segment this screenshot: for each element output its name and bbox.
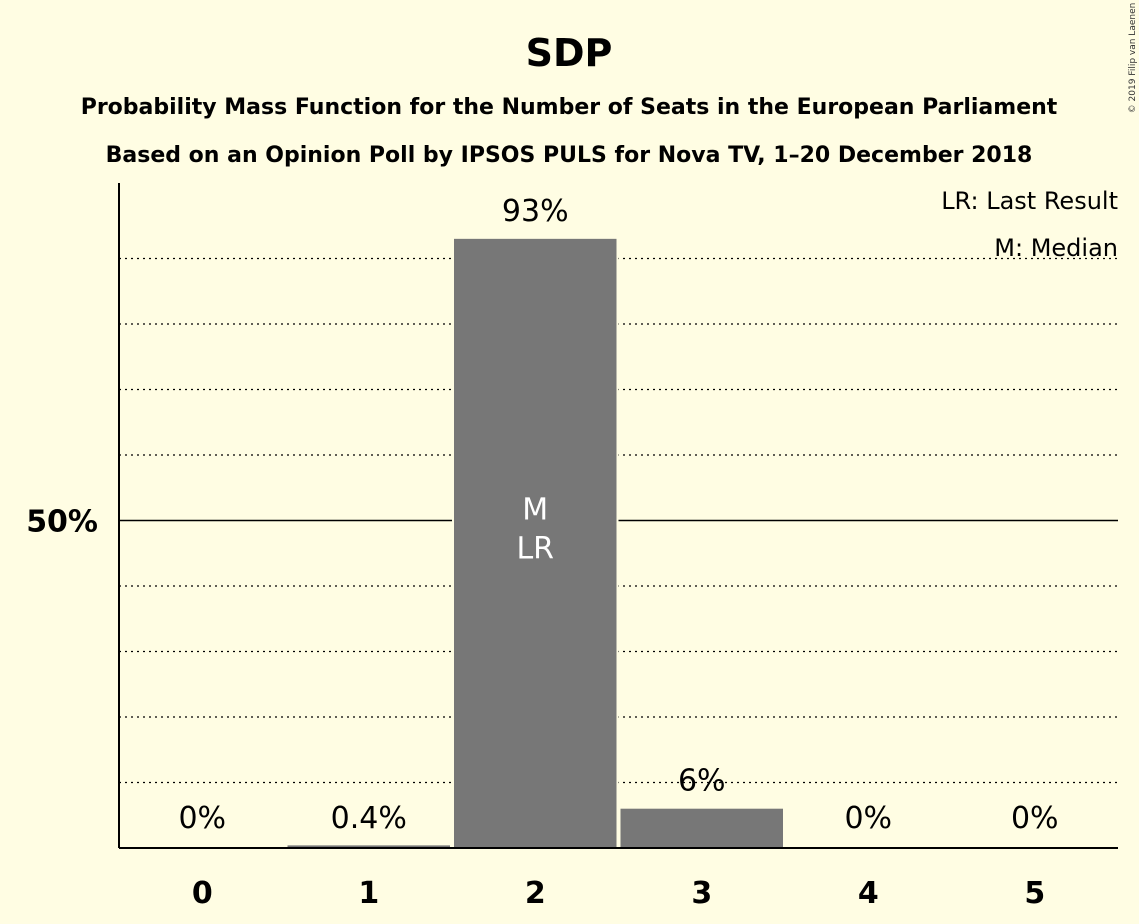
bar-value-label-4: 0% (844, 801, 892, 836)
y-tick-label: 50% (26, 505, 98, 540)
last-result-marker: LR (516, 532, 554, 567)
median-marker: M (522, 493, 548, 528)
legend-median: M: Median (994, 234, 1118, 262)
copyright-text: © 2019 Filip van Laenen (1128, 3, 1138, 114)
axes: 50% 0 1 2 3 4 5 (26, 183, 1118, 911)
legend-last-result: LR: Last Result (941, 187, 1118, 215)
chart-title: SDP (526, 31, 613, 75)
bar-value-label-5: 0% (1011, 801, 1059, 836)
bar-value-label-1: 0.4% (331, 801, 407, 836)
x-tick-label-1: 1 (358, 876, 379, 911)
bar-value-label-2: 93% (502, 194, 569, 229)
bar-3 (620, 808, 783, 848)
bar-1 (287, 845, 450, 848)
chart-subtitle-line-1: Probability Mass Function for the Number… (81, 95, 1058, 120)
bar-value-label-0: 0% (178, 801, 226, 836)
x-tick-label-2: 2 (525, 876, 546, 911)
chart-subtitle-line-2: Based on an Opinion Poll by IPSOS PULS f… (106, 143, 1033, 168)
bar-value-labels: 0% 0.4% 93% M LR 6% 0% 0% (178, 194, 1058, 836)
bar-2 (454, 238, 617, 849)
bars (285, 238, 785, 849)
bar-value-label-3: 6% (678, 764, 726, 799)
x-tick-label-0: 0 (192, 876, 213, 911)
x-tick-label-5: 5 (1024, 876, 1045, 911)
x-tick-label-4: 4 (858, 876, 879, 911)
x-tick-label-3: 3 (691, 876, 712, 911)
